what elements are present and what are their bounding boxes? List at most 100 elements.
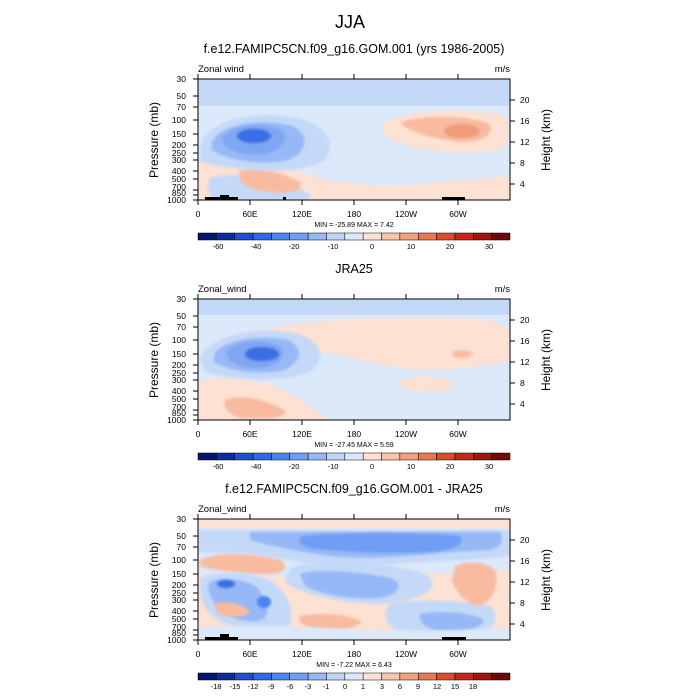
y-tick-label: 250 <box>172 588 186 598</box>
topography <box>205 634 466 640</box>
height-tick-label: 16 <box>520 556 530 566</box>
x-tick-labels: 0 60E 120E 180 120W 60W <box>196 429 467 439</box>
colorbar-label: -60 <box>213 462 224 471</box>
colorbar-swatch <box>473 232 492 241</box>
height-tick-label: 20 <box>520 95 530 105</box>
colorbar-swatch <box>436 232 456 241</box>
colorbar-label: 9 <box>416 682 420 691</box>
height-tick-label: 4 <box>520 179 525 189</box>
panel-title: JRA25 <box>335 262 373 276</box>
units-label: m/s <box>495 504 511 515</box>
colorbar-swatch <box>491 232 511 241</box>
colorbar-label: 0 <box>370 462 374 471</box>
colorbar-swatch <box>473 672 492 681</box>
colorbar-label: -12 <box>248 682 259 691</box>
height-tick-label: 12 <box>520 357 530 367</box>
colorbar-swatch <box>344 452 364 461</box>
min-max-label: MIN = -7.22 MAX = 6.43 <box>316 662 392 669</box>
x-tick-label: 60E <box>242 209 257 219</box>
colorbar-label: 0 <box>343 682 347 691</box>
colorbar-label: 30 <box>485 242 493 251</box>
contour-positive-region <box>224 397 286 419</box>
x-tick-label: 180 <box>347 429 361 439</box>
height-tick-label: 16 <box>520 336 530 346</box>
y-tick-label: 100 <box>172 555 186 565</box>
contour-negative-core <box>257 596 271 608</box>
y-tick-label: 250 <box>172 368 186 378</box>
y-tick-label: 30 <box>177 74 187 84</box>
y-tick-label: 100 <box>172 335 186 345</box>
colorbar-label: -10 <box>328 462 339 471</box>
contour-min-core <box>245 347 279 361</box>
x-tick-label: 60W <box>449 209 466 219</box>
colorbar-label: 1 <box>361 682 365 691</box>
y-tick-labels-right: 20 16 12 8 4 <box>520 535 530 629</box>
colorbar-swatch <box>381 232 401 241</box>
colorbar-swatch <box>326 452 346 461</box>
y-tick-label: 700 <box>172 622 186 632</box>
colorbar <box>197 672 511 681</box>
x-ticks-top <box>197 294 459 299</box>
colorbar-swatch <box>454 232 474 241</box>
colorbar-labels: -18 -15 -12 -9 -6 -3 -1 0 1 3 6 9 12 15 … <box>211 682 478 691</box>
x-tick-label: 120W <box>395 429 417 439</box>
y-tick-label: 500 <box>172 614 186 624</box>
height-tick-label: 8 <box>520 378 525 388</box>
contour-positive-region <box>239 168 301 193</box>
colorbar-label: -20 <box>289 242 300 251</box>
colorbar-swatch <box>326 232 346 241</box>
contour-max-core <box>444 124 480 138</box>
colorbar-swatch <box>491 452 511 461</box>
colorbar-swatch <box>399 452 419 461</box>
colorbar-swatch <box>234 232 254 241</box>
colorbar-swatch <box>271 452 291 461</box>
y-tick-label: 300 <box>172 155 186 165</box>
contour-field <box>198 519 510 640</box>
contour-field <box>198 299 510 420</box>
height-tick-label: 4 <box>520 619 525 629</box>
y-tick-label: 850 <box>172 408 186 418</box>
y-tick-labels-right: 20 16 12 8 4 <box>520 315 530 409</box>
colorbar <box>197 452 511 461</box>
height-tick-label: 8 <box>520 158 525 168</box>
y-tick-label: 1000 <box>167 195 186 205</box>
y-tick-label: 500 <box>172 174 186 184</box>
y-tick-label: 700 <box>172 182 186 192</box>
height-tick-label: 12 <box>520 577 530 587</box>
colorbar-swatch <box>197 452 217 461</box>
x-tick-label: 0 <box>196 649 201 659</box>
y-tick-labels: 30 50 70 100 150 200 250 300 400 500 700… <box>167 294 186 425</box>
panel-title: f.e12.FAMIPC5CN.f09_g16.GOM.001 (yrs 198… <box>204 42 505 56</box>
x-tick-label: 180 <box>347 649 361 659</box>
height-tick-label: 20 <box>520 315 530 325</box>
colorbar-swatch <box>271 232 291 241</box>
y-tick-label: 30 <box>177 294 187 304</box>
y-tick-label: 200 <box>172 580 186 590</box>
y-tick-label: 70 <box>177 322 187 332</box>
colorbar-swatch <box>252 232 272 241</box>
y-tick-label: 150 <box>172 569 186 579</box>
y-tick-label: 700 <box>172 402 186 412</box>
panel-reanalysis: JRA25 Zonal_wind m/s 0 60E <box>147 262 553 471</box>
x-tick-label: 0 <box>196 209 201 219</box>
colorbar-swatch <box>252 672 272 681</box>
contour-negative-region <box>300 571 399 599</box>
x-tick-labels: 0 60E 120E 180 120W 60W <box>196 649 467 659</box>
x-tick-label: 60W <box>449 649 466 659</box>
y-axis-title-right: Height (km) <box>539 109 553 171</box>
colorbar-label: -9 <box>268 682 275 691</box>
contour-positive-region <box>452 562 497 606</box>
y-tick-label: 50 <box>177 311 187 321</box>
colorbar-label: -6 <box>287 682 294 691</box>
panel-difference: f.e12.FAMIPC5CN.f09_g16.GOM.001 - JRA25 … <box>147 482 553 691</box>
contour-min-core <box>237 129 271 143</box>
y-tick-label: 250 <box>172 148 186 158</box>
y-ticks-right <box>510 319 515 405</box>
min-max-label: MIN = -25.89 MAX = 7.42 <box>314 222 393 229</box>
y-axis-title-right: Height (km) <box>539 329 553 391</box>
units-label: m/s <box>495 64 511 75</box>
colorbar-swatch <box>436 452 456 461</box>
y-tick-label: 400 <box>172 386 186 396</box>
colorbar-swatch <box>362 672 382 681</box>
